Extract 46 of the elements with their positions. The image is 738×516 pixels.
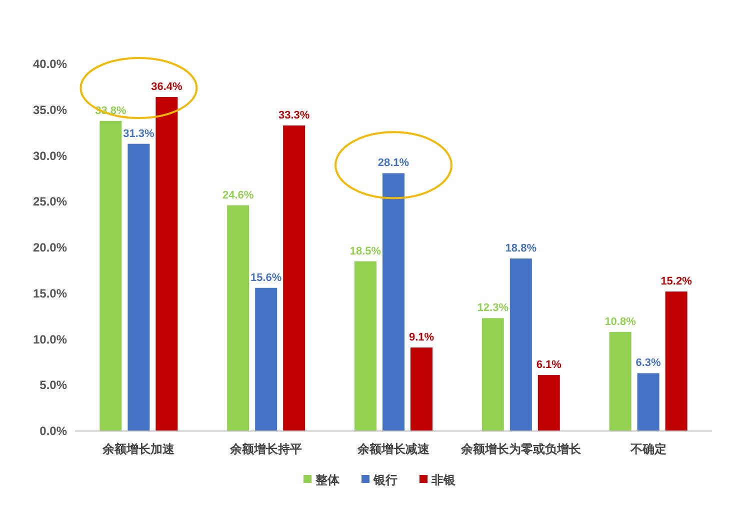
data-label: 28.1% bbox=[378, 157, 410, 170]
y-tick-label: 20.0% bbox=[32, 240, 68, 254]
data-label: 18.5% bbox=[350, 245, 382, 258]
data-label: 33.3% bbox=[278, 109, 310, 122]
data-label: 10.8% bbox=[604, 316, 636, 328]
bar bbox=[354, 261, 376, 431]
data-label: 15.6% bbox=[250, 272, 282, 284]
bar bbox=[283, 125, 306, 431]
bar bbox=[382, 173, 404, 431]
bar bbox=[482, 318, 504, 431]
bar bbox=[100, 120, 122, 431]
legend-label: 整体 bbox=[314, 473, 340, 487]
data-label: 12.3% bbox=[477, 302, 509, 314]
y-tick-label: 15.0% bbox=[32, 286, 68, 300]
data-label: 9.1% bbox=[408, 332, 434, 344]
x-tick-label: 余额增长减速 bbox=[356, 442, 430, 456]
x-tick-label: 不确定 bbox=[629, 442, 666, 456]
legend-label: 银行 bbox=[372, 473, 398, 487]
bar bbox=[128, 144, 150, 431]
bar bbox=[609, 332, 632, 431]
data-label: 15.2% bbox=[660, 276, 692, 288]
y-tick-label: 35.0% bbox=[32, 102, 68, 117]
y-tick-label: 0.0% bbox=[40, 424, 68, 438]
bar bbox=[510, 258, 532, 431]
x-tick-label: 余额增长持平 bbox=[229, 442, 302, 456]
y-tick-label: 10.0% bbox=[32, 332, 68, 346]
bar bbox=[538, 375, 560, 431]
bar bbox=[637, 373, 660, 431]
bar bbox=[255, 288, 278, 431]
data-label: 36.4% bbox=[151, 81, 183, 94]
data-label: 18.8% bbox=[505, 242, 537, 255]
bar bbox=[156, 97, 178, 431]
data-label: 6.1% bbox=[536, 359, 562, 372]
bar bbox=[410, 348, 432, 431]
y-tick-label: 5.0% bbox=[40, 378, 68, 392]
bar bbox=[665, 292, 688, 431]
y-tick-label: 30.0% bbox=[32, 148, 68, 163]
y-tick-label: 40.0% bbox=[32, 57, 68, 71]
x-tick-label: 余额增长为零或负增长 bbox=[460, 442, 582, 456]
data-label: 24.6% bbox=[222, 189, 254, 202]
data-label: 6.3% bbox=[636, 357, 662, 370]
y-tick-label: 25.0% bbox=[32, 194, 68, 209]
bar bbox=[227, 205, 250, 431]
data-label: 31.3% bbox=[123, 128, 155, 140]
x-tick-label: 余额增长加速 bbox=[102, 442, 176, 456]
legend-label: 非银 bbox=[430, 473, 456, 487]
